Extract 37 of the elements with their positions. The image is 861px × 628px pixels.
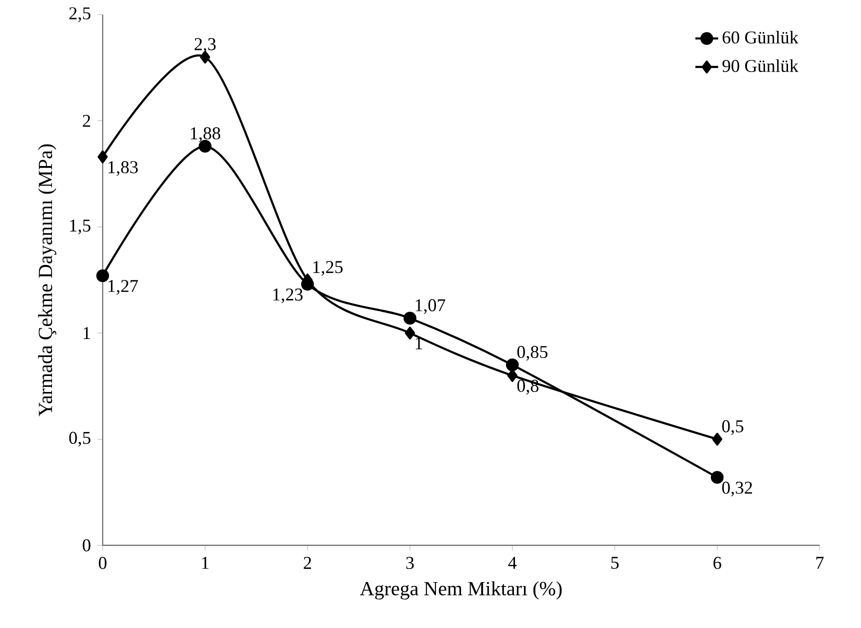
data-label: 1,88 [190, 127, 220, 142]
point [712, 432, 722, 446]
point [404, 326, 416, 340]
x-axis-title: Agrega Nem Miktarı (%) [360, 581, 562, 600]
point [404, 312, 416, 325]
point [96, 269, 110, 282]
data-label: 0,5 [722, 420, 744, 435]
x-tick-label: 4 [508, 556, 517, 569]
x-tick-label: 0 [98, 556, 106, 570]
data-label: 0,85 [517, 346, 548, 361]
point [710, 470, 724, 484]
y-axis-title: Yarmada Çekme Dayanımı (MPa) [38, 144, 56, 416]
data-label: 1,07 [416, 299, 446, 314]
point [98, 150, 108, 164]
data-label: 1 [416, 337, 422, 350]
data-label: 1,27 [108, 280, 138, 295]
x-tick-label: 3 [406, 556, 414, 570]
legend-label: 90 Günlük [722, 59, 798, 72]
y-tick-label: 0 [82, 539, 90, 552]
data-label: 2,3 [194, 38, 216, 53]
point [507, 369, 518, 382]
data-label: 1,23 [273, 288, 303, 304]
legend-label: 60 Günlük [722, 30, 798, 44]
data-label: 0,32 [722, 482, 752, 496]
x-tick-label: 2 [304, 556, 312, 569]
x-tick-label: 7 [816, 556, 824, 569]
y-tick-label: 0,5 [69, 432, 90, 447]
point [506, 358, 519, 372]
data-label: 1,25 [313, 261, 343, 276]
x-tick-label: 1 [202, 556, 209, 569]
data-label: 1,83 [108, 161, 138, 176]
y-tick-label: 2,5 [69, 7, 90, 22]
x-tick-label: 6 [714, 556, 722, 570]
y-tick-label: 1,5 [70, 220, 90, 234]
y-tick-label: 1 [84, 327, 90, 339]
x-tick-label: 5 [611, 556, 619, 569]
y-tick-label: 2 [82, 114, 90, 127]
